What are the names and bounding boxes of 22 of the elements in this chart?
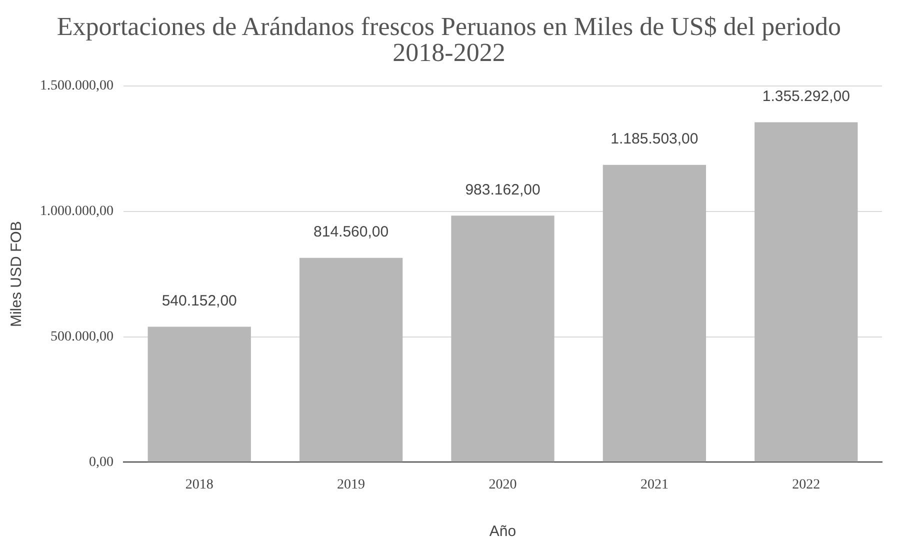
- y-tick-label: 500.000,00: [50, 329, 114, 344]
- data-label: 1.185.503,00: [610, 130, 698, 148]
- y-tick-label: 0,00: [89, 454, 114, 470]
- data-label: 814.560,00: [314, 224, 389, 241]
- x-tick-label: 2020: [488, 477, 517, 492]
- bar: [451, 216, 554, 462]
- x-axis-title: Año: [489, 523, 516, 540]
- bar: [299, 258, 403, 462]
- y-tick-label: 1.000.000,00: [40, 204, 114, 220]
- bar: [602, 164, 706, 462]
- data-label: 1.355.292,00: [762, 88, 850, 105]
- bar: [148, 326, 251, 462]
- x-tick-label: 2019: [337, 477, 366, 492]
- y-axis-title: Miles USD FOB: [8, 221, 26, 328]
- y-tick-label: 1.500.000,00: [40, 78, 114, 94]
- data-label: 983.162,00: [465, 181, 540, 198]
- chart-title: Exportaciones de Arándanos frescos Peruanos en Miles de US$ del periodo 2018-2022: [56, 12, 842, 67]
- bar: [754, 122, 858, 462]
- x-tick-label: 2022: [792, 477, 820, 492]
- x-tick-label: 2018: [185, 477, 214, 492]
- x-tick-label: 2021: [640, 477, 668, 492]
- data-label: 540.152,00: [162, 292, 237, 310]
